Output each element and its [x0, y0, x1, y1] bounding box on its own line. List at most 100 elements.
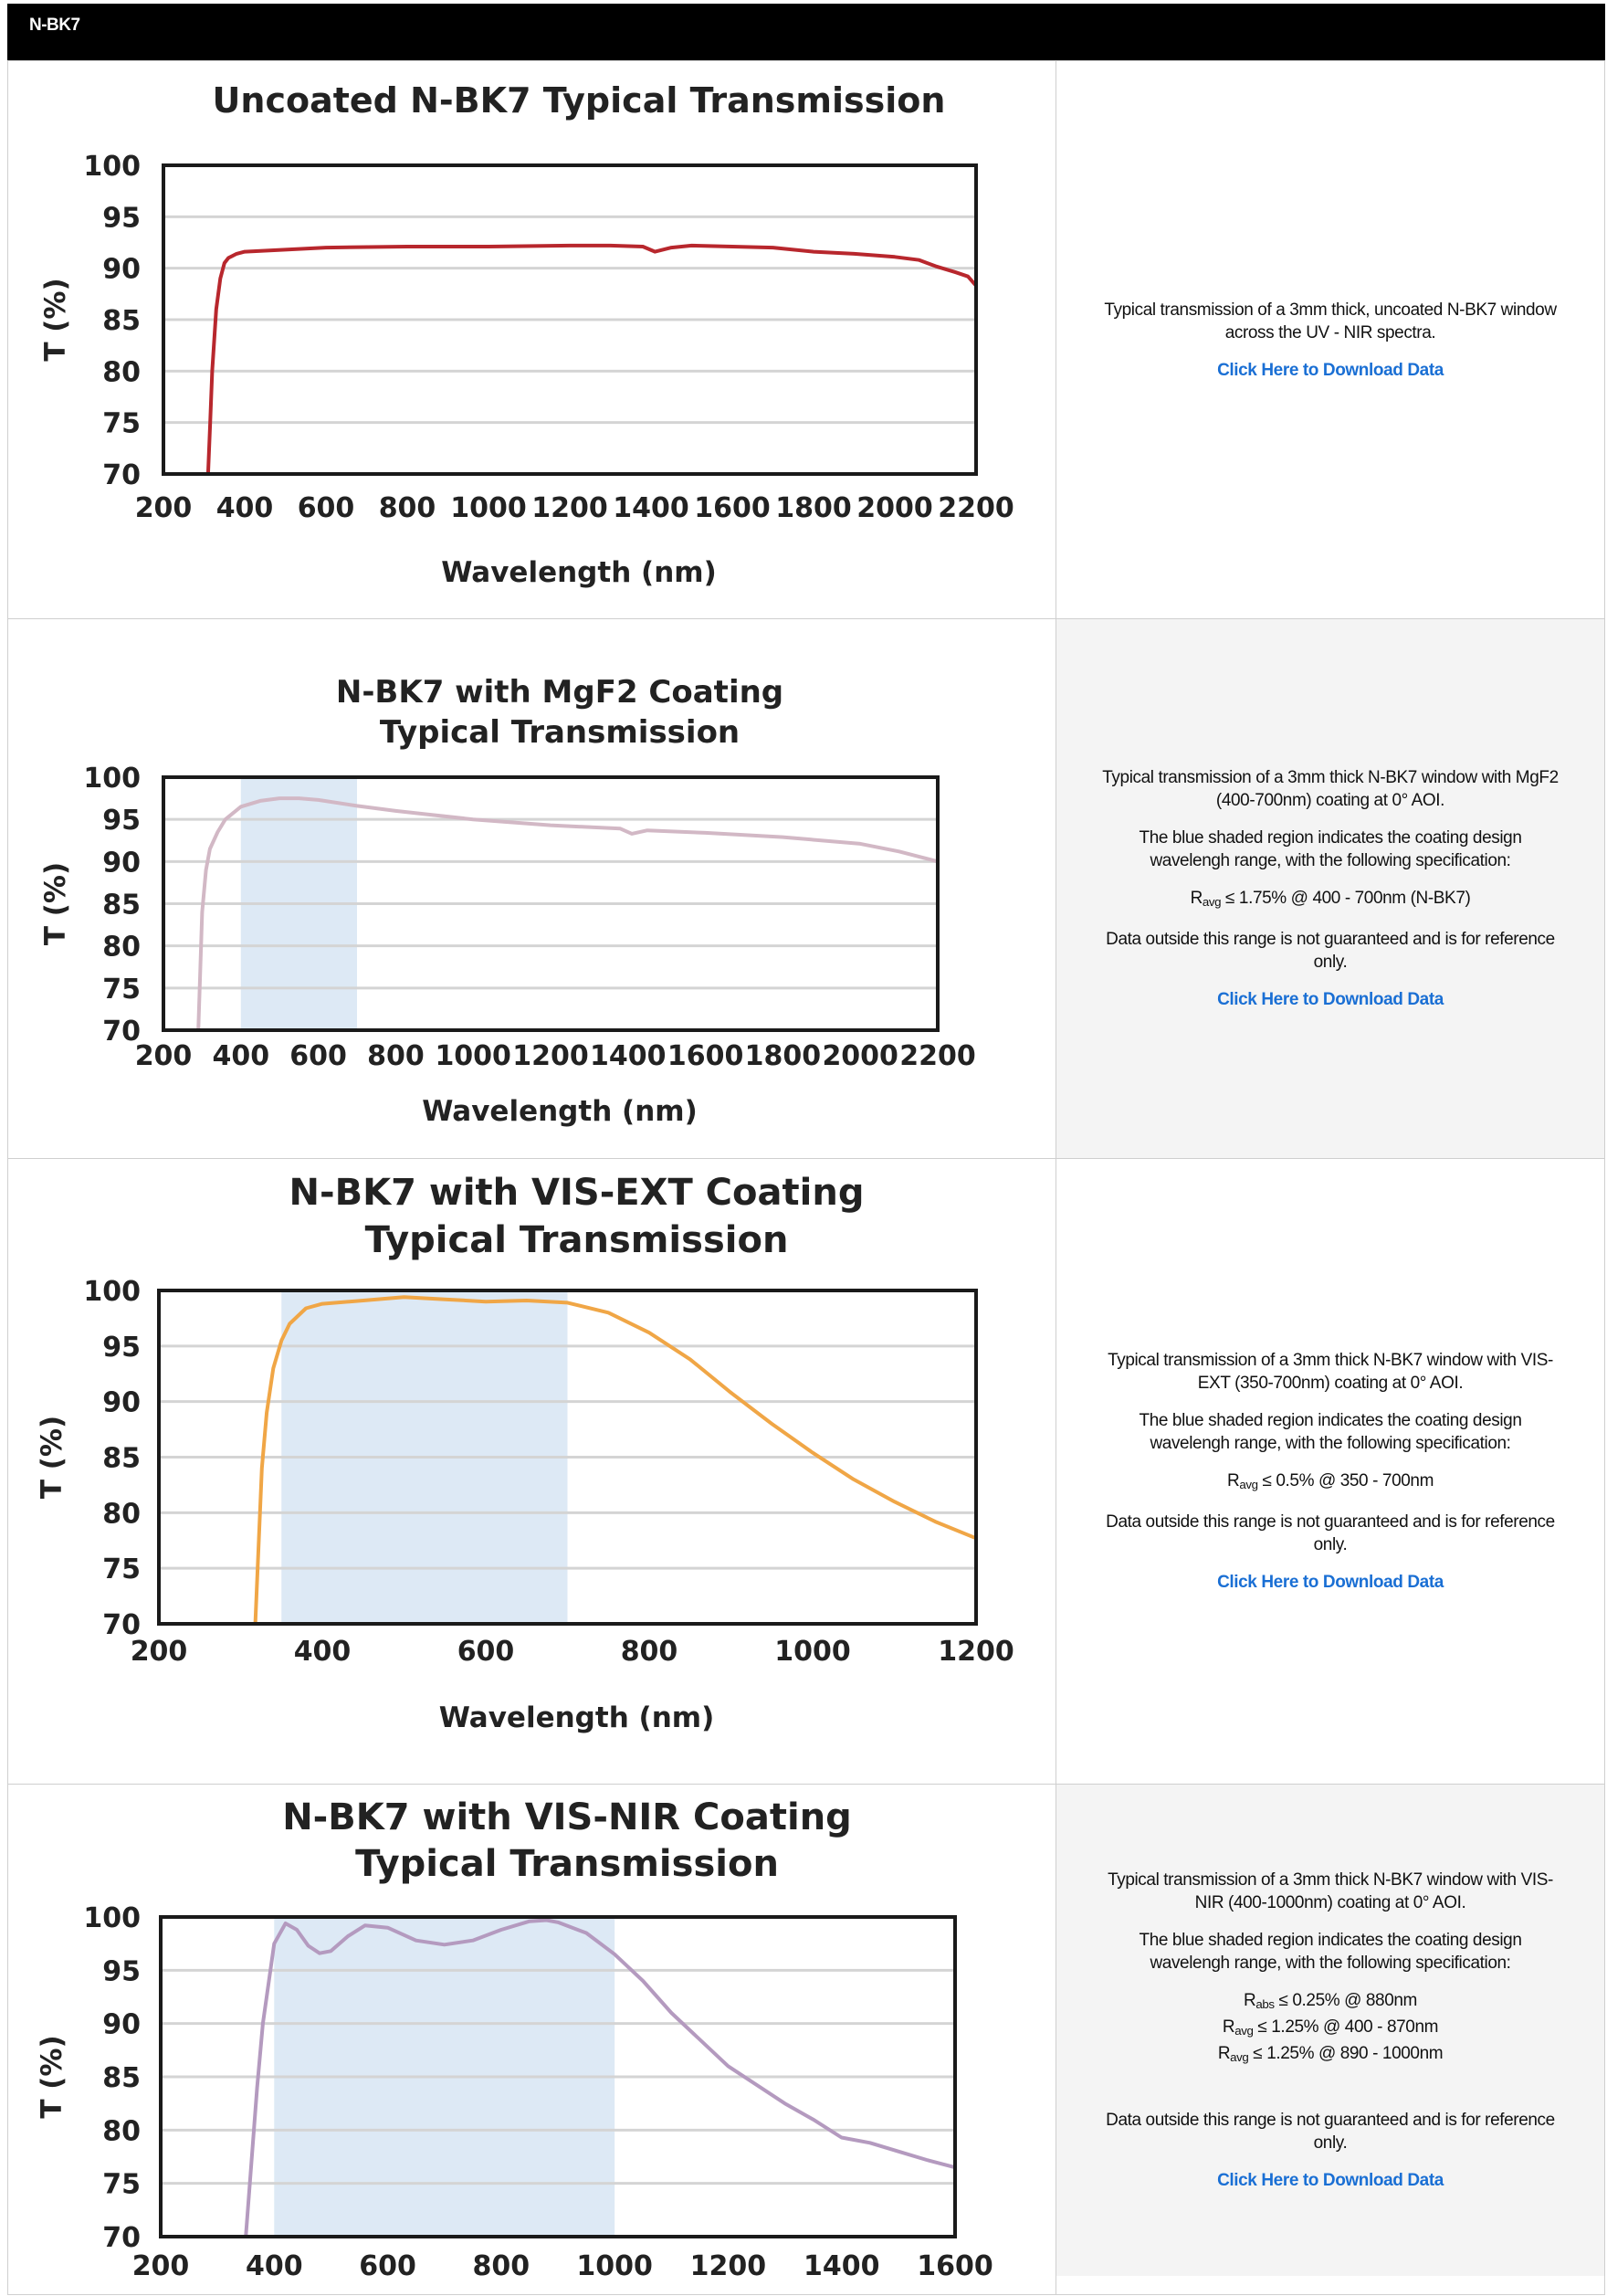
chart-panel: N-BK7 with VIS-EXT Coating Typical Transm…: [8, 1159, 1056, 1784]
download-data-link[interactable]: Click Here to Download Data: [1217, 990, 1444, 1009]
y-tick-label: 70: [102, 459, 141, 491]
chart-panel: N-BK7 with MgF2 Coating Typical Transmiss…: [8, 619, 1056, 1158]
x-tick-label: 2000: [822, 1040, 898, 1072]
y-tick-label: 95: [102, 1955, 141, 1987]
chart-row-vis-nir: N-BK7 with VIS-NIR Coating Typical Transm…: [7, 1784, 1605, 2295]
x-tick-label: 1200: [531, 492, 608, 524]
y-tick-label: 100: [83, 763, 141, 795]
chart-row-mgf2: N-BK7 with MgF2 Coating Typical Transmiss…: [7, 618, 1605, 1159]
y-tick-label: 100: [83, 1276, 141, 1308]
x-tick-label: 400: [246, 2250, 303, 2282]
y-axis-label: T (%): [39, 278, 72, 361]
x-tick-label: 600: [289, 1040, 347, 1072]
x-tick-label: 200: [131, 1636, 188, 1668]
disclaimer-text: Data outside this range is not guarantee…: [1106, 2111, 1555, 2153]
plot-frame: [159, 1915, 957, 2238]
x-tick-label: 800: [367, 1040, 425, 1072]
x-tick-label: 1400: [804, 2250, 880, 2282]
chart-title: Typical Transmission: [355, 1843, 779, 1885]
coating-spec: Ravg ≤ 1.75% @ 400 - 700nm (N-BK7): [1102, 887, 1559, 913]
x-tick-label: 400: [294, 1636, 352, 1668]
transmission-series-line: [244, 1918, 956, 2238]
y-tick-label: 75: [102, 974, 141, 1006]
plot-frame: [162, 775, 940, 1032]
section-title: N-BK7: [29, 16, 80, 35]
plot-frame: [157, 1289, 978, 1626]
x-tick-label: 600: [457, 1636, 515, 1668]
chart-title: Uncoated N-BK7 Typical Transmission: [213, 80, 946, 121]
x-tick-label: 1800: [775, 492, 852, 524]
x-tick-label: 600: [298, 492, 355, 524]
y-tick-label: 90: [102, 1387, 141, 1419]
y-tick-label: 80: [102, 356, 141, 388]
shaded-region-note: The blue shaded region indicates the coa…: [1139, 1411, 1522, 1453]
transmission-series-line: [205, 243, 978, 475]
chart-row-vis-ext: N-BK7 with VIS-EXT Coating Typical Transm…: [7, 1158, 1605, 1785]
x-tick-label: 1600: [667, 1040, 744, 1072]
transmission-chart-uncoated: Uncoated N-BK7 Typical Transmission 70 75 8…: [39, 80, 1014, 589]
y-tick-label: 95: [102, 1332, 141, 1364]
y-tick-label: 75: [102, 2169, 141, 2201]
coating-spec: Ravg ≤ 0.5% @ 350 - 700nm: [1102, 1469, 1559, 1496]
page: N-BK7 Uncoated N-BK7 Typical Transmissio…: [7, 4, 1607, 2295]
y-tick-label: 70: [102, 2222, 141, 2254]
spec-line: Ravg ≤ 1.25% @ 400 - 870nm: [1222, 2017, 1439, 2038]
x-tick-label: 1200: [938, 1636, 1014, 1668]
y-tick-label: 95: [102, 202, 141, 234]
x-tick-label: 200: [135, 1040, 193, 1072]
chart-title: N-BK7 with VIS-NIR Coating: [282, 1796, 852, 1838]
x-axis-label: Wavelength (nm): [439, 1701, 715, 1734]
description-panel: Typical transmission of a 3mm thick N-BK…: [1056, 619, 1604, 1158]
y-tick-label: 85: [102, 890, 141, 922]
x-tick-label: 1400: [613, 492, 689, 524]
x-tick-label: 1000: [450, 492, 527, 524]
shaded-region-note: The blue shaded region indicates the coa…: [1139, 1931, 1522, 1973]
description-text: Typical transmission of a 3mm thick, unc…: [1104, 300, 1557, 342]
y-tick-label: 75: [102, 408, 141, 440]
spec-line: Ravg ≤ 0.5% @ 350 - 700nm: [1227, 1471, 1434, 1491]
y-tick-label: 85: [102, 305, 141, 337]
x-tick-label: 800: [621, 1636, 678, 1668]
description-panel: Typical transmission of a 3mm thick N-BK…: [1056, 1159, 1604, 1784]
x-tick-label: 1200: [690, 2250, 767, 2282]
x-tick-label: 2200: [899, 1040, 976, 1072]
y-tick-label: 90: [102, 2009, 141, 2041]
x-tick-label: 1400: [590, 1040, 667, 1072]
y-tick-label: 80: [102, 2115, 141, 2147]
y-tick-label: 85: [102, 1443, 141, 1475]
x-tick-label: 1200: [512, 1040, 589, 1072]
x-tick-label: 2200: [938, 492, 1014, 524]
chart-panel: N-BK7 with VIS-NIR Coating Typical Transm…: [8, 1785, 1056, 2294]
chart-row-uncoated: Uncoated N-BK7 Typical Transmission 70 75 8…: [7, 60, 1605, 619]
x-tick-label: 1600: [694, 492, 771, 524]
y-tick-label: 80: [102, 932, 141, 964]
y-tick-label: 70: [102, 1016, 141, 1048]
chart-title: N-BK7 with VIS-EXT Coating: [289, 1172, 865, 1214]
x-tick-label: 800: [473, 2250, 530, 2282]
disclaimer-text: Data outside this range is not guarantee…: [1106, 1512, 1555, 1554]
transmission-chart-vis-nir: N-BK7 with VIS-NIR Coating Typical Transm…: [36, 1796, 993, 2282]
x-tick-label: 1000: [774, 1636, 851, 1668]
shaded-region-note: The blue shaded region indicates the coa…: [1139, 828, 1522, 870]
x-tick-label: 1600: [917, 2250, 993, 2282]
x-tick-label: 2000: [856, 492, 933, 524]
download-data-link[interactable]: Click Here to Download Data: [1217, 360, 1444, 380]
x-tick-label: 1000: [576, 2250, 653, 2282]
download-data-link[interactable]: Click Here to Download Data: [1217, 1573, 1444, 1592]
y-tick-label: 70: [102, 1609, 141, 1641]
x-axis-label: Wavelength (nm): [422, 1095, 698, 1128]
chart-title: N-BK7 with MgF2 Coating: [336, 674, 783, 711]
coating-spec: Rabs ≤ 0.25% @ 880nm Ravg ≤ 1.25% @ 400 …: [1102, 1989, 1559, 2069]
x-tick-label: 400: [212, 1040, 269, 1072]
y-tick-label: 90: [102, 254, 141, 286]
description-panel: Typical transmission of a 3mm thick, unc…: [1056, 61, 1604, 618]
y-tick-label: 85: [102, 2062, 141, 2094]
spec-line: Ravg ≤ 1.25% @ 890 - 1000nm: [1217, 2044, 1444, 2064]
x-tick-label: 200: [132, 2250, 190, 2282]
y-tick-label: 100: [83, 1902, 141, 1934]
y-axis-label: T (%): [39, 862, 72, 945]
plot-frame: [162, 163, 978, 476]
download-data-link[interactable]: Click Here to Download Data: [1217, 2171, 1444, 2190]
transmission-chart-vis-ext: N-BK7 with VIS-EXT Coating Typical Transm…: [36, 1172, 1014, 1734]
transmission-series-line: [253, 1295, 977, 1625]
